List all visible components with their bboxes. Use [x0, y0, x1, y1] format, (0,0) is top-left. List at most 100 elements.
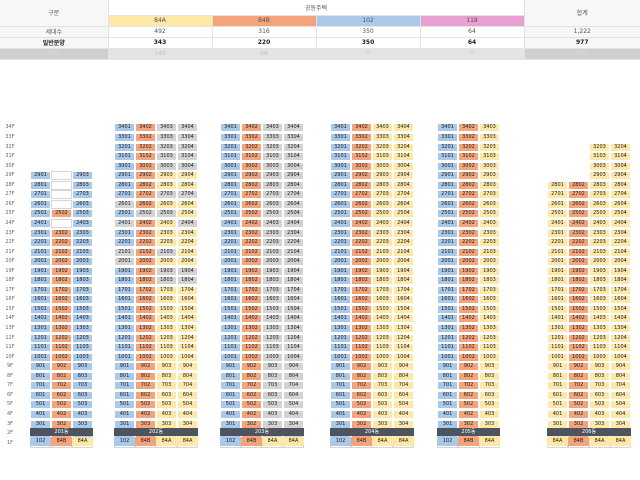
unit-cell: 1404	[177, 314, 198, 324]
unit-cell: 701	[30, 381, 51, 391]
unit-cell: 702	[568, 381, 589, 391]
unit-cell: 2203	[262, 238, 283, 248]
unit-cell: 3303	[479, 133, 500, 142]
floor-label: 25F	[5, 210, 15, 217]
unit-cell: 1801	[437, 276, 458, 286]
unit-cell: 1602	[51, 295, 72, 305]
unit-cell: 3001	[330, 161, 351, 171]
building-type-label: 84B	[241, 437, 262, 446]
unit-cell: 3301	[437, 133, 458, 142]
unit-cell: 2303	[156, 228, 177, 238]
floor-label: 1F	[6, 439, 14, 446]
unit-cell: 904	[610, 362, 631, 372]
unit-cell: 1303	[262, 324, 283, 333]
unit-cell: 2203	[589, 238, 610, 248]
building-type-label: 84B	[458, 437, 479, 446]
unit-cell: 2302	[458, 228, 479, 238]
unit-cell	[51, 190, 72, 200]
value-cell: 343	[107, 37, 212, 49]
unit-cell: 1701	[220, 285, 241, 295]
unit-cell: 1302	[351, 324, 372, 333]
building-type-label: 84B	[568, 437, 589, 446]
floor-label: 30F	[5, 162, 15, 169]
unit-cell: 1302	[568, 324, 589, 333]
unit-cell: 2702	[351, 190, 372, 200]
unit-cell: 1302	[458, 324, 479, 333]
unit-cell: 1204	[283, 333, 304, 343]
unit-cell: 2202	[241, 238, 262, 248]
unit-cell: 1004	[610, 352, 631, 362]
unit-cell: 402	[351, 409, 372, 419]
unit-cell: 1101	[437, 343, 458, 353]
unit-cell: 1402	[241, 314, 262, 324]
unit-cell: 901	[220, 362, 241, 372]
unit-cell: 904	[393, 362, 414, 372]
unit-cell: 3402	[458, 123, 479, 133]
unit-cell: 3104	[393, 152, 414, 162]
unit-cell: 603	[372, 390, 393, 400]
floor-label: 6F	[6, 391, 14, 398]
unit-cell: 2801	[437, 180, 458, 190]
unit-cell: 1803	[72, 276, 93, 286]
unit-cell: 1601	[437, 295, 458, 305]
unit-cell: 1802	[351, 276, 372, 286]
unit-cell: 2203	[72, 238, 93, 248]
unit-cell: 2104	[283, 247, 304, 257]
header-category: 구분	[0, 0, 108, 27]
unit-cell: 2903	[479, 171, 500, 181]
unit-cell: 3204	[393, 142, 414, 152]
unit-cell: 2703	[156, 190, 177, 200]
unit-cell: 1503	[589, 304, 610, 314]
floor-label: 14F	[5, 315, 15, 322]
unit-cell: 2904	[610, 171, 631, 181]
unit-cell: 3201	[114, 142, 135, 152]
floor-label: 27F	[5, 191, 15, 198]
unit-cell: 3002	[241, 161, 262, 171]
row-label: 세대수	[0, 26, 108, 38]
unit-cell: 2101	[547, 247, 568, 257]
building-type-label: 102	[30, 437, 51, 446]
value-cell: 0	[315, 48, 420, 60]
unit-cell: 1701	[437, 285, 458, 295]
unit-cell: 2701	[114, 190, 135, 200]
floor-label: 3F	[6, 420, 14, 427]
unit-cell: 2501	[437, 209, 458, 219]
unit-cell: 1003	[262, 352, 283, 362]
unit-cell: 2601	[220, 199, 241, 209]
unit-cell: 1001	[547, 352, 568, 362]
unit-cell: 502	[458, 400, 479, 410]
unit-cell: 601	[437, 390, 458, 400]
unit-cell: 1501	[547, 304, 568, 314]
unit-cell: 403	[72, 409, 93, 419]
unit-cell: 902	[51, 362, 72, 372]
unit-cell: 2703	[262, 190, 283, 200]
unit-cell: 1901	[114, 266, 135, 276]
unit-cell: 1504	[177, 304, 198, 314]
unit-cell: 1702	[135, 285, 156, 295]
unit-cell: 2804	[393, 180, 414, 190]
unit-cell: 2001	[437, 257, 458, 267]
unit-cell: 2802	[458, 180, 479, 190]
unit-cell: 3204	[177, 142, 198, 152]
unit-cell: 2404	[177, 218, 198, 228]
unit-cell: 1003	[72, 352, 93, 362]
unit-cell: 2003	[156, 257, 177, 267]
unit-cell: 2004	[393, 257, 414, 267]
unit-cell: 2102	[135, 247, 156, 257]
unit-cell: 902	[351, 362, 372, 372]
unit-cell: 2503	[479, 209, 500, 219]
unit-cell: 2801	[114, 180, 135, 190]
unit-cell: 2204	[283, 238, 304, 248]
unit-cell: 2303	[262, 228, 283, 238]
unit-cell: 2003	[479, 257, 500, 267]
unit-cell: 1604	[177, 295, 198, 305]
unit-cell: 2803	[156, 180, 177, 190]
unit-cell: 701	[547, 381, 568, 391]
unit-cell: 1904	[393, 266, 414, 276]
unit-cell: 1203	[589, 333, 610, 343]
unit-cell: 2802	[135, 180, 156, 190]
unit-cell: 1501	[437, 304, 458, 314]
unit-cell: 1603	[156, 295, 177, 305]
unit-cell: 1101	[220, 343, 241, 353]
unit-cell: 3301	[114, 133, 135, 142]
